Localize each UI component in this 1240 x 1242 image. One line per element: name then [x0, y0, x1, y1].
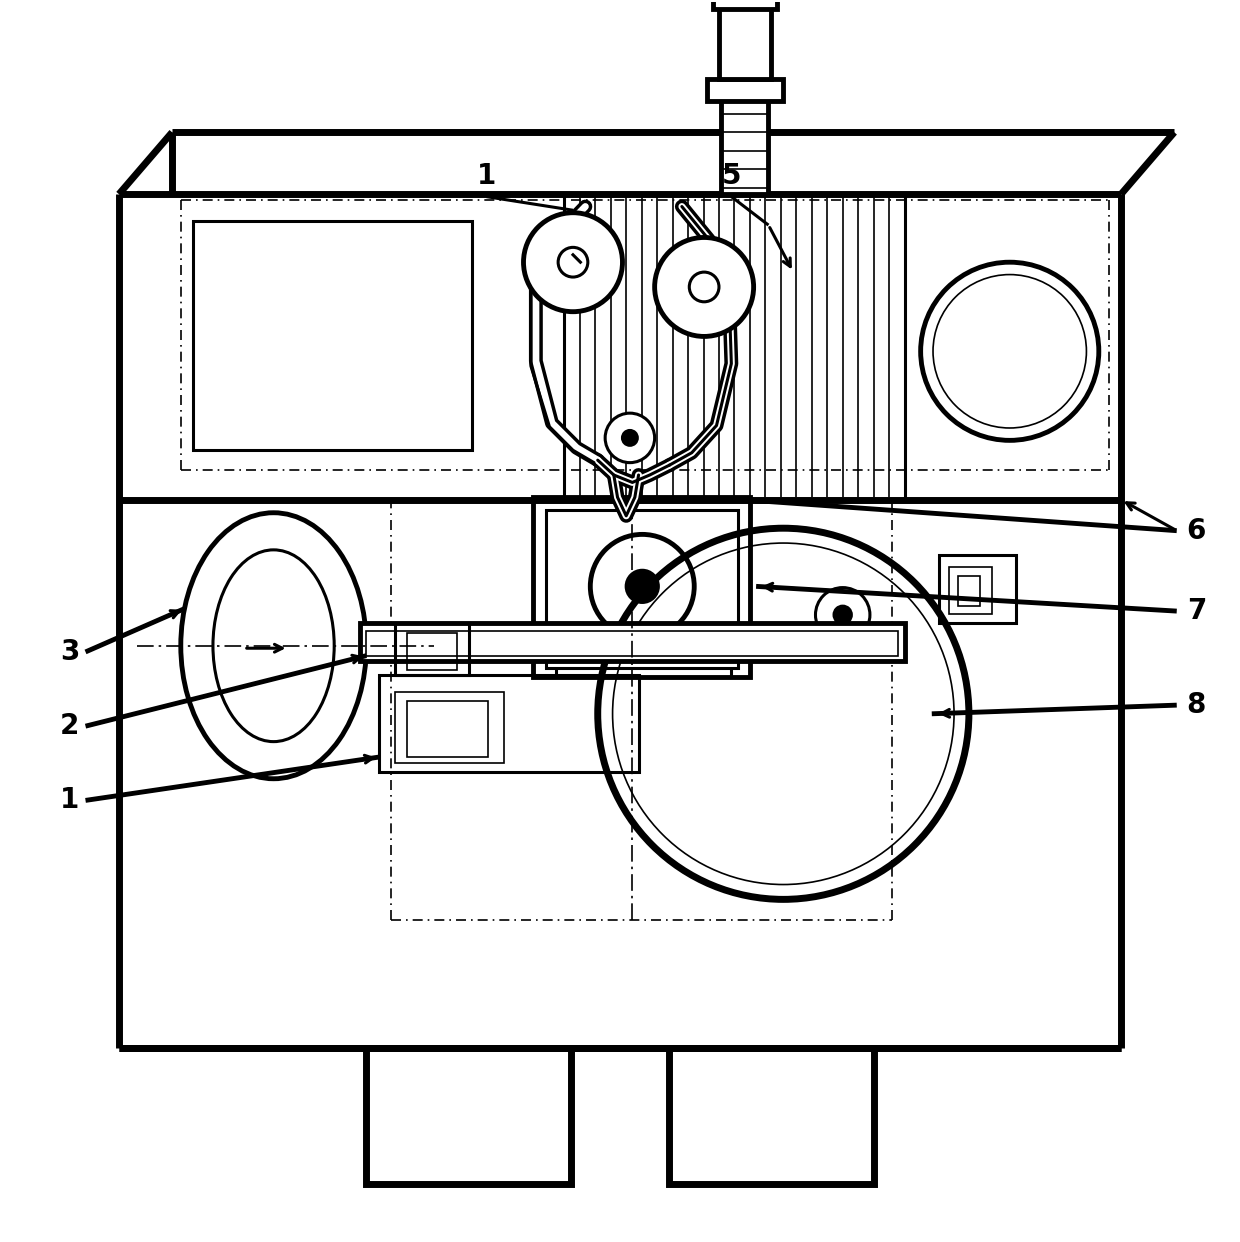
Text: 1: 1 — [476, 163, 496, 190]
Circle shape — [605, 414, 655, 462]
Bar — [394, 692, 503, 764]
Text: 7: 7 — [1187, 597, 1207, 625]
Bar — [394, 623, 469, 676]
Bar — [722, 48, 769, 194]
Bar — [957, 576, 980, 606]
Bar — [378, 676, 639, 773]
Bar — [366, 631, 898, 656]
Bar — [407, 633, 456, 671]
Bar — [670, 1048, 874, 1184]
Circle shape — [626, 570, 658, 602]
Text: 6: 6 — [1187, 517, 1207, 545]
Bar — [713, 0, 777, 9]
Bar — [546, 509, 738, 668]
Bar — [360, 623, 904, 661]
Circle shape — [622, 431, 637, 446]
Circle shape — [523, 212, 622, 312]
Bar — [407, 702, 487, 758]
Bar — [193, 221, 471, 451]
Text: 3: 3 — [60, 638, 79, 666]
Text: 8: 8 — [1187, 691, 1207, 719]
Circle shape — [835, 606, 852, 623]
Bar — [949, 566, 992, 614]
Text: 1: 1 — [60, 786, 79, 815]
Bar — [939, 555, 1016, 623]
Bar — [719, 5, 771, 79]
Text: 2: 2 — [60, 712, 79, 740]
Text: 5: 5 — [722, 163, 742, 190]
Bar — [533, 497, 750, 677]
Circle shape — [655, 237, 754, 337]
Bar — [707, 79, 784, 102]
Bar — [366, 1048, 570, 1184]
